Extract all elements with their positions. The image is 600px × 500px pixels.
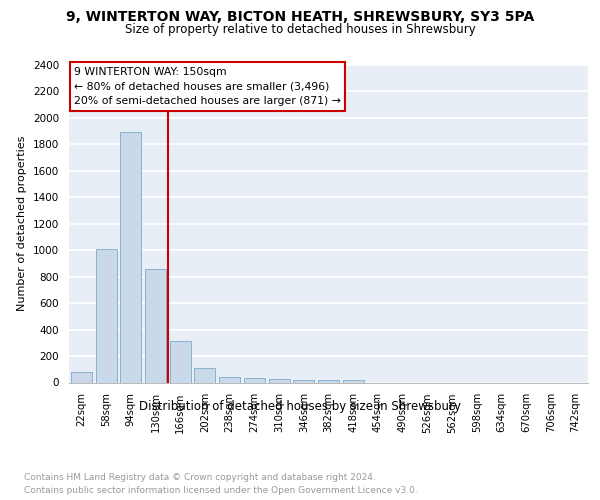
Bar [145, 270, 166, 382]
Bar [120, 132, 141, 382]
Text: Contains HM Land Registry data © Crown copyright and database right 2024.
Contai: Contains HM Land Registry data © Crown c… [24, 474, 418, 495]
Bar [269, 379, 290, 382]
Text: 9 WINTERTON WAY: 150sqm
← 80% of detached houses are smaller (3,496)
20% of semi: 9 WINTERTON WAY: 150sqm ← 80% of detache… [74, 66, 341, 106]
Y-axis label: Number of detached properties: Number of detached properties [17, 136, 28, 312]
Text: Size of property relative to detached houses in Shrewsbury: Size of property relative to detached ho… [125, 23, 475, 36]
Bar [219, 376, 240, 382]
Bar [244, 378, 265, 382]
Bar [343, 380, 364, 382]
Bar [71, 372, 92, 382]
Text: Distribution of detached houses by size in Shrewsbury: Distribution of detached houses by size … [139, 400, 461, 413]
Bar [95, 249, 116, 382]
Bar [170, 341, 191, 382]
Bar [318, 380, 339, 382]
Bar [293, 380, 314, 382]
Text: 9, WINTERTON WAY, BICTON HEATH, SHREWSBURY, SY3 5PA: 9, WINTERTON WAY, BICTON HEATH, SHREWSBU… [66, 10, 534, 24]
Bar [194, 368, 215, 382]
